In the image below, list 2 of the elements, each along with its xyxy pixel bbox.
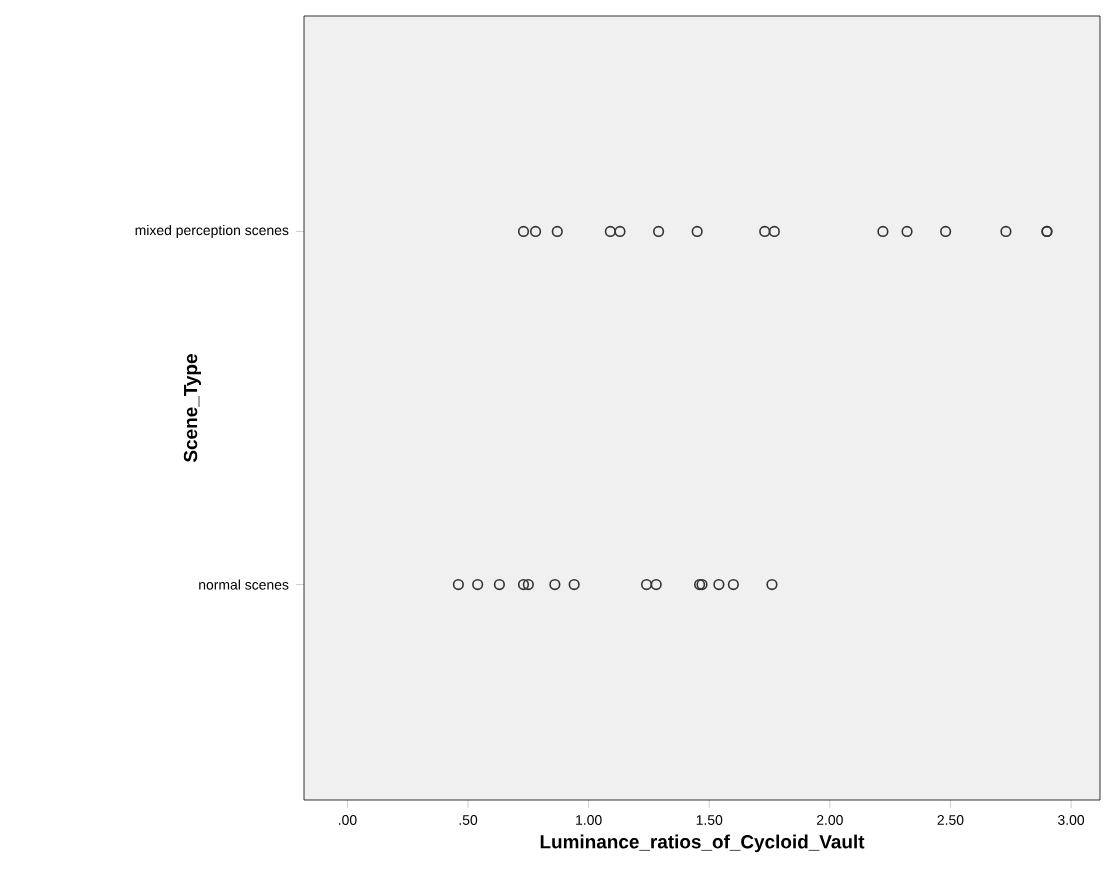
x-axis-title: Luminance_ratios_of_Cycloid_Vault — [540, 834, 865, 853]
y-axis-title: Scene_Type — [183, 354, 202, 462]
